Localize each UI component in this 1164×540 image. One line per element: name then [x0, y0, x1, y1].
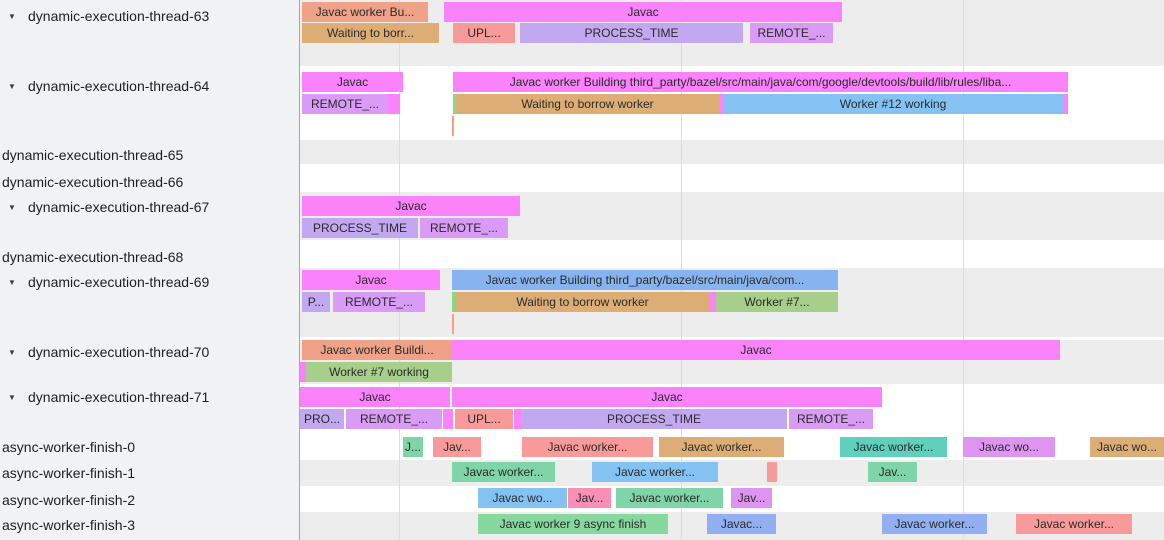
expand-triangle-icon[interactable]: ▼	[8, 11, 16, 21]
trace-slice[interactable]: Javac worker...	[659, 437, 784, 457]
trace-slice[interactable]: REMOTE_...	[302, 94, 388, 114]
trace-slice[interactable]: UPL...	[453, 23, 515, 43]
trace-slice[interactable]: Javac worker 9 async finish	[478, 514, 668, 534]
trace-slice[interactable]: Javac worker Building third_party/bazel/…	[452, 270, 838, 290]
trace-slice[interactable]: Javac worker...	[882, 514, 987, 534]
trace-slice[interactable]: Javac	[302, 270, 440, 290]
trace-slice[interactable]: UPL...	[455, 409, 513, 429]
expand-triangle-icon[interactable]: ▼	[8, 277, 16, 287]
thread-name-label: dynamic-execution-thread-71	[28, 389, 210, 405]
trace-slice[interactable]: Javac wo...	[963, 437, 1055, 457]
trace-slice[interactable]: Waiting to borr...	[302, 23, 439, 43]
trace-slice[interactable]: Javac worker...	[616, 488, 723, 508]
trace-slice[interactable]	[453, 94, 456, 114]
timeline[interactable]: Javac worker Bu... Javac Waiting to borr..…	[300, 0, 1164, 540]
trace-slice[interactable]: Jav...	[868, 462, 917, 482]
sidebar-thread-row[interactable]: async-worker-finish-0	[0, 436, 299, 458]
sidebar-thread-row[interactable]: async-worker-finish-2	[0, 489, 299, 511]
thread-name-label: dynamic-execution-thread-64	[28, 78, 210, 94]
trace-slice[interactable]: Javac worker Bu...	[302, 2, 428, 22]
thread-name-label: dynamic-execution-thread-70	[28, 344, 210, 360]
trace-slice[interactable]: Worker #12 working	[723, 94, 1063, 114]
sidebar-thread-row[interactable]: ▼ dynamic-execution-thread-71	[0, 386, 299, 408]
thread-name-label: dynamic-execution-thread-66	[2, 174, 184, 190]
trace-slice[interactable]	[719, 94, 723, 114]
trace-slice[interactable]: PROCESS_TIME	[521, 409, 787, 429]
trace-slice[interactable]: Javac worker Buildi...	[302, 340, 452, 360]
thread-name-label: dynamic-execution-thread-69	[28, 274, 210, 290]
trace-slice-tick[interactable]	[452, 314, 454, 334]
trace-slice[interactable]: Worker #7 working	[306, 362, 452, 382]
sidebar-thread-row[interactable]: ▼ dynamic-execution-thread-70	[0, 341, 299, 363]
trace-slice[interactable]: Javac wo...	[478, 488, 567, 508]
sidebar-thread-row[interactable]: ▼ dynamic-execution-thread-64	[0, 75, 299, 97]
sidebar-thread-row[interactable]: async-worker-finish-1	[0, 462, 299, 484]
trace-slice[interactable]	[514, 409, 521, 429]
thread-name-label: dynamic-execution-thread-65	[2, 147, 184, 163]
trace-slice[interactable]: REMOTE_...	[346, 409, 442, 429]
trace-slice[interactable]: Jav...	[433, 437, 481, 457]
trace-slice[interactable]: PROCESS_TIME	[302, 218, 418, 238]
trace-slice[interactable]: PRO...	[300, 409, 344, 429]
trace-slice[interactable]: Javac	[452, 387, 882, 407]
trace-slice[interactable]: Javac...	[707, 514, 776, 534]
thread-name-label: async-worker-finish-2	[2, 492, 136, 508]
lane-band	[300, 140, 1164, 164]
trace-slice[interactable]: Javac	[302, 196, 520, 216]
sidebar-thread-row[interactable]: ▼ dynamic-execution-thread-69	[0, 271, 299, 293]
trace-slice[interactable]: Jav...	[568, 488, 611, 508]
thread-name-panel: ▼ dynamic-execution-thread-63 ▼ dynamic-exe…	[0, 0, 300, 540]
trace-slice[interactable]: Javac	[300, 387, 450, 407]
trace-slice[interactable]	[388, 94, 400, 114]
trace-slice[interactable]	[1063, 94, 1068, 114]
trace-slice[interactable]: Javac	[444, 2, 842, 22]
thread-name-label: async-worker-finish-1	[2, 465, 136, 481]
thread-name-label: async-worker-finish-0	[2, 439, 136, 455]
trace-slice[interactable]	[710, 292, 716, 312]
trace-slice[interactable]: Javac worker...	[840, 437, 947, 457]
thread-name-label: dynamic-execution-thread-68	[2, 249, 184, 265]
trace-slice[interactable]: P...	[302, 292, 330, 312]
lane-band	[300, 460, 1164, 486]
trace-slice[interactable]: PROCESS_TIME	[520, 23, 743, 43]
trace-slice[interactable]: REMOTE_...	[789, 409, 873, 429]
trace-slice[interactable]	[300, 362, 306, 382]
sidebar-thread-row[interactable]: dynamic-execution-thread-66	[0, 171, 299, 193]
trace-slice[interactable]: Waiting to borrow worker	[455, 292, 710, 312]
trace-slice-tick[interactable]	[452, 116, 454, 136]
trace-slice[interactable]: Jav...	[731, 488, 772, 508]
expand-triangle-icon[interactable]: ▼	[8, 81, 16, 91]
expand-triangle-icon[interactable]: ▼	[8, 392, 16, 402]
sidebar-thread-row[interactable]: dynamic-execution-thread-68	[0, 246, 299, 268]
trace-slice[interactable]	[767, 462, 777, 482]
sidebar-thread-row[interactable]: ▼ dynamic-execution-thread-63	[0, 5, 299, 27]
trace-slice[interactable]: Waiting to borrow worker	[456, 94, 719, 114]
trace-slice[interactable]: Javac wo...	[1090, 437, 1164, 457]
trace-slice[interactable]	[443, 409, 453, 429]
expand-triangle-icon[interactable]: ▼	[8, 347, 16, 357]
trace-slice[interactable]: Javac worker...	[1016, 514, 1132, 534]
trace-slice[interactable]	[452, 292, 455, 312]
trace-slice[interactable]: REMOTE_...	[750, 23, 833, 43]
grid-line	[963, 0, 964, 540]
trace-slice[interactable]: REMOTE_...	[420, 218, 508, 238]
sidebar-thread-row[interactable]: async-worker-finish-3	[0, 514, 299, 536]
trace-slice[interactable]: REMOTE_...	[333, 292, 425, 312]
thread-name-label: dynamic-execution-thread-63	[28, 8, 210, 24]
trace-slice[interactable]: Javac worker...	[522, 437, 653, 457]
sidebar-thread-row[interactable]: ▼ dynamic-execution-thread-67	[0, 196, 299, 218]
trace-slice[interactable]: Javac worker Building third_party/bazel/…	[453, 72, 1068, 92]
trace-slice[interactable]: Javac worker...	[592, 462, 718, 482]
trace-slice[interactable]: Javac	[302, 72, 403, 92]
thread-name-label: async-worker-finish-3	[2, 517, 136, 533]
expand-triangle-icon[interactable]: ▼	[8, 202, 16, 212]
sidebar-thread-row[interactable]: dynamic-execution-thread-65	[0, 144, 299, 166]
trace-slice[interactable]: J...	[403, 437, 423, 457]
trace-slice[interactable]: Worker #7...	[716, 292, 838, 312]
trace-slice[interactable]: Javac worker...	[452, 462, 555, 482]
thread-name-label: dynamic-execution-thread-67	[28, 199, 210, 215]
trace-slice[interactable]: Javac	[452, 340, 1060, 360]
